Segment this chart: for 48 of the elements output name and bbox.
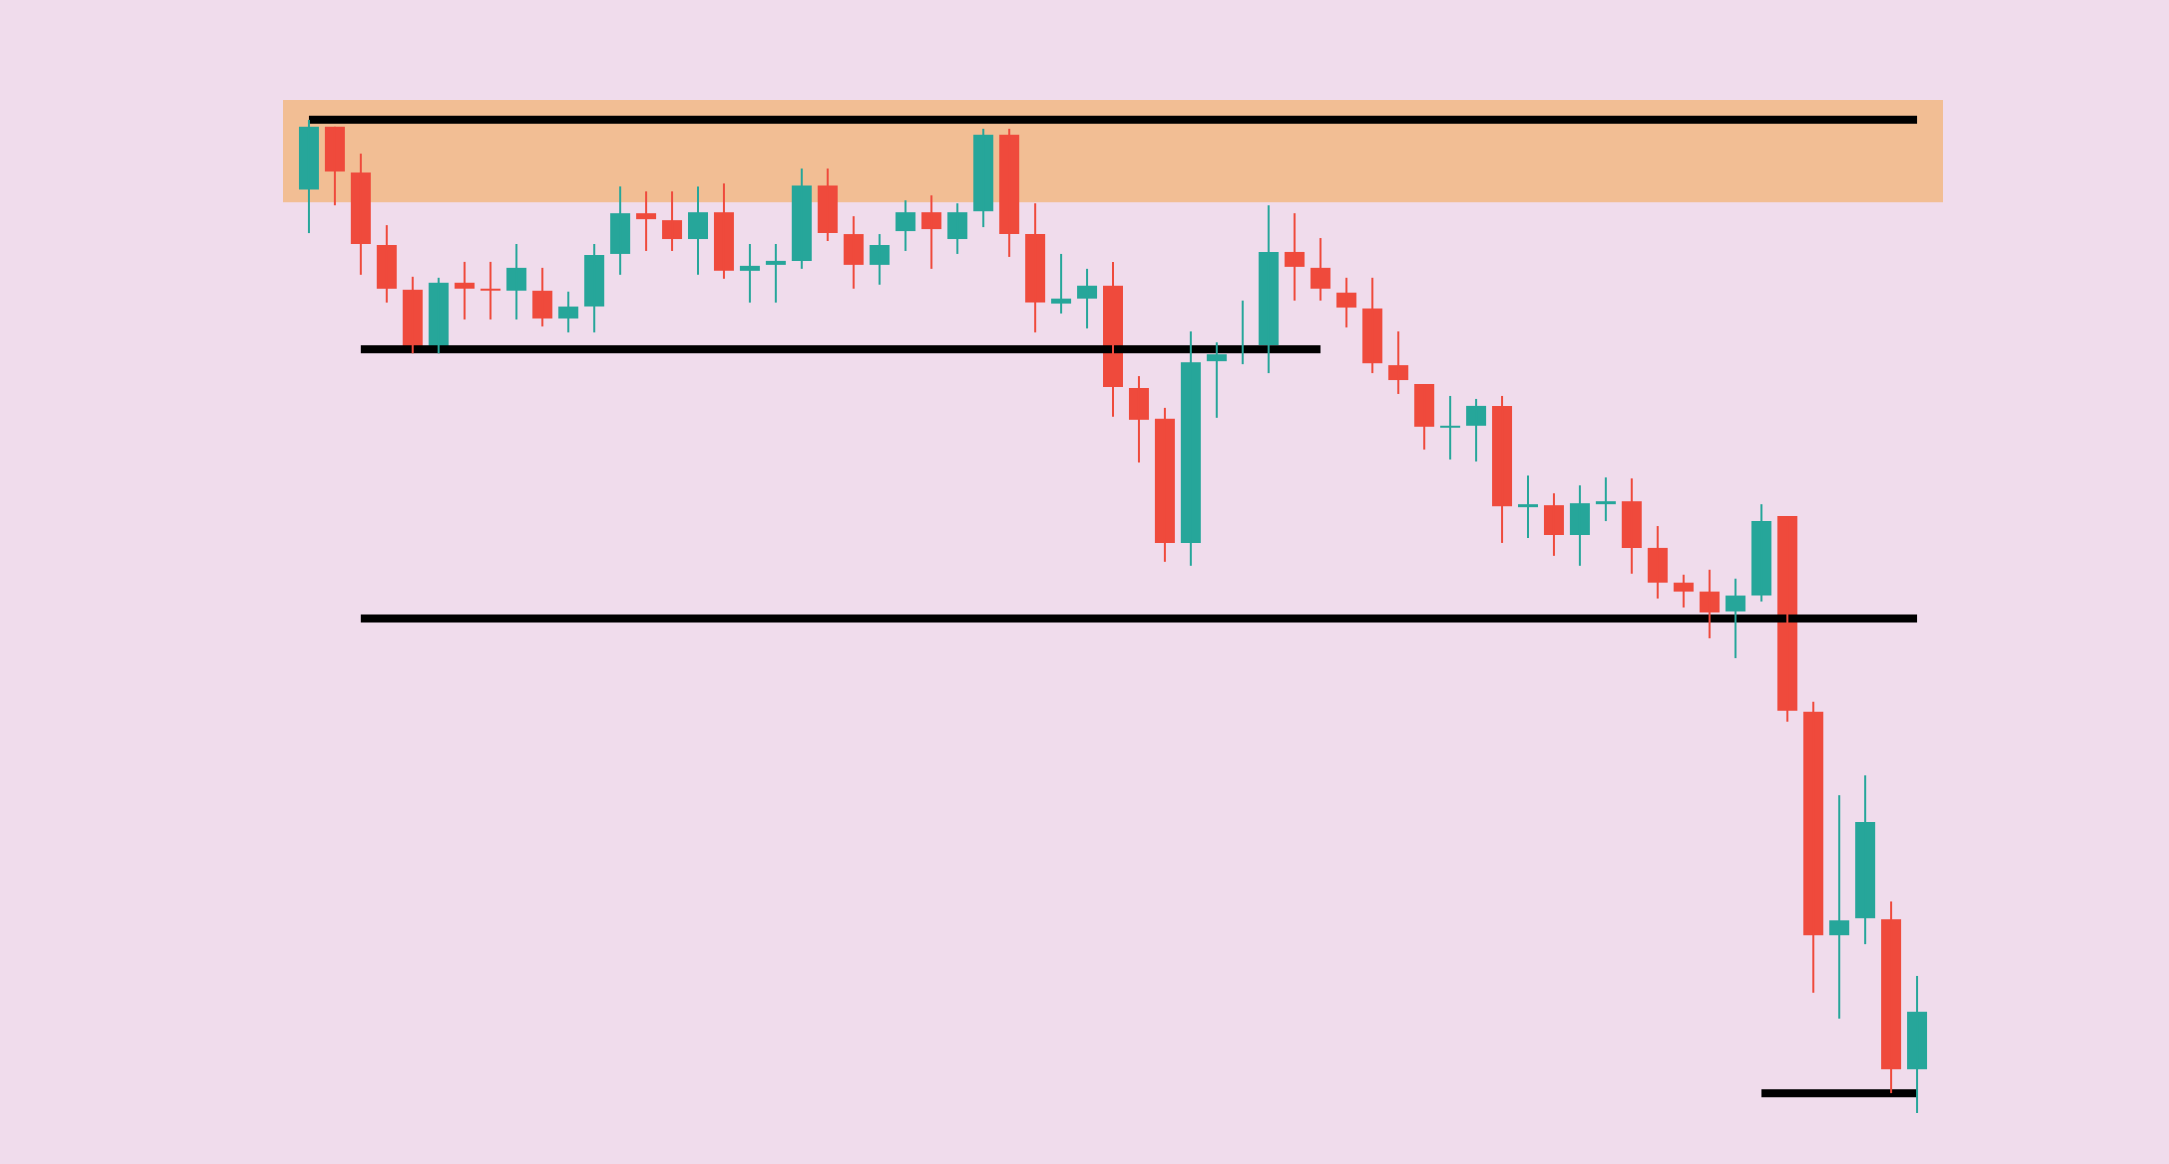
candlestick xyxy=(350,152,371,276)
candlestick xyxy=(688,185,708,276)
candlestick xyxy=(1803,700,1824,994)
candlestick xyxy=(324,125,345,207)
candlestick xyxy=(1154,406,1175,563)
candlestick xyxy=(610,185,631,276)
candlestick xyxy=(921,194,942,270)
candlestick xyxy=(1673,573,1694,609)
candlestick xyxy=(843,215,864,290)
candlestick xyxy=(1336,276,1357,329)
candlestick xyxy=(973,127,994,229)
candlestick xyxy=(869,233,890,286)
candlestick xyxy=(1518,474,1538,539)
candlestick xyxy=(584,243,605,334)
candlestick xyxy=(999,127,1020,258)
candlestick xyxy=(1621,477,1642,575)
candlestick xyxy=(636,190,657,252)
candlestick xyxy=(1180,330,1201,567)
candlestick xyxy=(1881,900,1902,1095)
candlestick xyxy=(1128,375,1149,464)
candlestick xyxy=(1284,212,1305,302)
candlestick xyxy=(713,182,734,280)
candlestick xyxy=(376,224,397,304)
candlestick xyxy=(1258,204,1279,375)
candlestick xyxy=(1855,774,1876,946)
candlestick xyxy=(1569,484,1590,567)
candlestick xyxy=(1751,503,1772,603)
candlestick xyxy=(1077,267,1098,330)
candlestick xyxy=(1829,794,1850,1020)
candlestick xyxy=(1051,252,1072,315)
candlestick xyxy=(1025,202,1046,334)
candlestick xyxy=(791,167,812,270)
candlestick xyxy=(1492,394,1513,544)
candlestick xyxy=(765,243,786,304)
candlestick xyxy=(1466,397,1487,463)
candlestick xyxy=(1647,525,1668,600)
candlestick xyxy=(454,260,475,321)
candlestick xyxy=(1543,492,1564,557)
candlestick xyxy=(739,243,760,304)
candlestick xyxy=(947,202,968,255)
candlestick xyxy=(1595,476,1616,523)
candlestick xyxy=(1388,330,1409,395)
candlestick xyxy=(817,167,838,243)
candlestick xyxy=(1206,341,1227,419)
candlestick xyxy=(1440,394,1461,461)
candlestick xyxy=(1414,383,1435,451)
candlestick xyxy=(662,190,683,252)
candlestick xyxy=(506,243,527,321)
